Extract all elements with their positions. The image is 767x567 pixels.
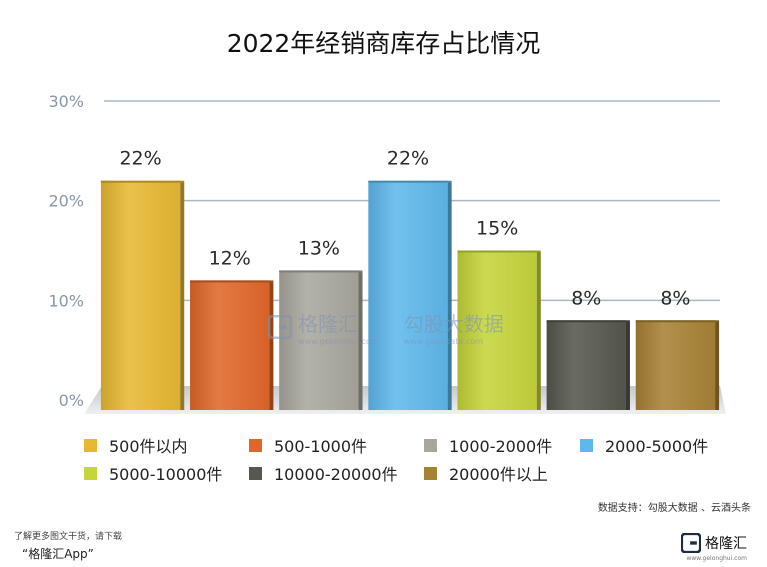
watermark-brand-sub: www.gelonghui.com xyxy=(298,337,379,346)
bar-2000-5000件 xyxy=(368,180,452,410)
watermark-brand: 格隆汇 xyxy=(298,312,358,336)
y-tick-label: 30% xyxy=(48,92,84,111)
legend-swatch xyxy=(84,438,97,452)
data-label: 13% xyxy=(298,237,340,259)
legend-swatch xyxy=(424,438,437,452)
data-label: 12% xyxy=(209,247,251,269)
footer xyxy=(0,530,767,567)
data-label: 22% xyxy=(119,148,161,170)
bar-top xyxy=(368,180,452,183)
legend-swatch xyxy=(249,438,262,452)
data-label: 15% xyxy=(476,218,518,240)
bar-top xyxy=(457,250,541,253)
gelonghui-logo-icon xyxy=(681,533,701,553)
legend-label: 10000-20000件 xyxy=(274,465,398,484)
footer-note: 了解更多图文干货，请下载 xyxy=(14,532,123,542)
legend-swatch xyxy=(84,466,97,480)
legend-swatch xyxy=(580,438,593,452)
legend-item: 20000件以上 xyxy=(424,461,548,485)
bar-side xyxy=(536,250,541,410)
bar-front xyxy=(100,180,181,410)
bar-side xyxy=(447,180,452,410)
bar-side xyxy=(358,270,363,410)
y-tick-label: 20% xyxy=(48,192,84,211)
chart-canvas: 2022年经销商库存占比情况 0% 10% 20% 30% 22% 12% 13% 22% 15… xyxy=(48,29,751,514)
legend-item: 10000-20000件 xyxy=(249,461,398,485)
source-note: 数据支持：勾股大数据 、云酒头条 xyxy=(597,503,751,514)
bar-front xyxy=(546,320,626,410)
bar-10000-20000件 xyxy=(546,320,630,410)
bar-20000件以上 xyxy=(635,320,720,410)
legend-swatch xyxy=(424,466,437,480)
legend-swatch xyxy=(249,466,262,480)
bar-side xyxy=(625,320,630,410)
bar-5000-10000件 xyxy=(457,250,541,410)
legend-label: 5000-10000件 xyxy=(109,465,223,484)
legend-label: 500-1000件 xyxy=(274,437,368,456)
legend-item: 5000-10000件 xyxy=(84,461,222,485)
bar-top xyxy=(546,320,630,323)
data-label: 8% xyxy=(660,287,690,309)
footer-logo: 格隆汇 www.gelonghui.com xyxy=(681,533,747,562)
legend-label: 1000-2000件 xyxy=(449,437,553,456)
bar-side xyxy=(180,180,185,410)
bar-top xyxy=(100,180,185,183)
bar-top xyxy=(635,320,720,323)
legend-item: 1000-2000件 xyxy=(424,433,552,457)
bar-top xyxy=(279,270,363,273)
watermark: 格隆汇 www.gelonghui.com 勾股大数据 www.gogudata… xyxy=(268,308,504,346)
y-tick-label: 10% xyxy=(48,291,84,310)
bar-front xyxy=(368,180,448,410)
data-label: 8% xyxy=(571,287,601,309)
legend-item: 500件以内 xyxy=(84,433,188,457)
legend-item: 500-1000件 xyxy=(249,433,367,457)
bar-front xyxy=(190,280,270,410)
bar-top xyxy=(190,280,274,283)
watermark-partner: 勾股大数据 xyxy=(403,312,504,336)
y-tick-label: 0% xyxy=(59,391,84,410)
legend-label: 20000件以上 xyxy=(449,465,548,484)
bar-500-1000件 xyxy=(190,280,274,410)
watermark-partner-sub: www.gogudata.com xyxy=(403,337,483,346)
bar-side xyxy=(269,280,274,410)
bar-front xyxy=(279,270,359,410)
bar-front xyxy=(457,250,537,410)
legend-item: 2000-5000件 xyxy=(580,433,708,457)
bar-side xyxy=(715,320,720,410)
chart-title: 2022年经销商库存占比情况 xyxy=(226,29,541,58)
bar-front xyxy=(635,320,716,410)
legend-label: 2000-5000件 xyxy=(605,437,709,456)
bar-500件以内 xyxy=(100,180,185,410)
footer-logo-text: 格隆汇 xyxy=(705,536,747,552)
legend-label: 500件以内 xyxy=(109,437,188,456)
bar-1000-2000件 xyxy=(279,270,363,410)
gelonghui-logo-icon xyxy=(268,315,292,339)
footer-app-name: “格隆汇App” xyxy=(22,547,94,561)
data-label: 22% xyxy=(387,148,429,170)
footer-logo-sub: www.gelonghui.com xyxy=(686,555,747,562)
bar-chart: 0% 10% 20% 30% 22% 12% 13% 22% 15% 8% 8% xyxy=(48,92,726,414)
